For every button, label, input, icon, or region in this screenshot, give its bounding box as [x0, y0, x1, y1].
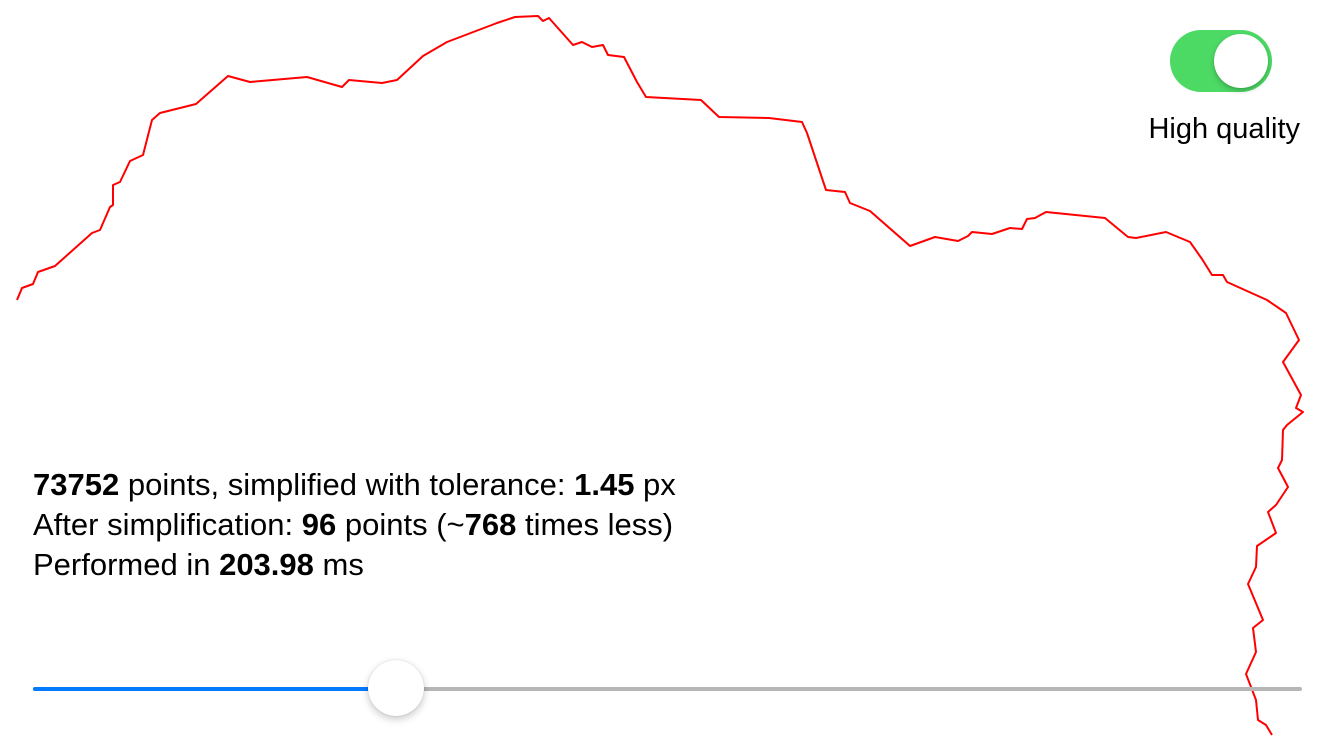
stats-line-points: 73752 points, simplified with tolerance:…: [33, 465, 676, 505]
stats-line-simplified: After simplification: 96 points (~768 ti…: [33, 505, 676, 545]
stats-line-time: Performed in 203.98 ms: [33, 545, 676, 585]
high-quality-toggle[interactable]: [1170, 30, 1272, 92]
high-quality-control: High quality: [1148, 30, 1300, 146]
simplified-path: [16, 15, 1304, 736]
stats-text: px: [634, 467, 676, 502]
stats-text: points, simplified with tolerance:: [119, 467, 575, 502]
simplified-points-count: 96: [301, 507, 337, 542]
elapsed-time: 203.98: [219, 547, 314, 582]
toggle-knob[interactable]: [1214, 34, 1268, 88]
stats-text: times less): [516, 507, 674, 542]
slider-track[interactable]: [33, 687, 1302, 691]
tolerance-value: 1.45: [574, 467, 635, 502]
stats-text: Performed in: [33, 547, 220, 582]
reduction-factor: 768: [464, 507, 517, 542]
stats-text: ms: [313, 547, 364, 582]
tolerance-slider[interactable]: [33, 658, 1302, 718]
high-quality-label: High quality: [1148, 113, 1300, 145]
stats-text: After simplification:: [33, 507, 302, 542]
slider-thumb[interactable]: [368, 660, 424, 716]
stats-panel: 73752 points, simplified with tolerance:…: [33, 465, 676, 585]
slider-fill[interactable]: [33, 687, 396, 691]
original-points-count: 73752: [33, 467, 120, 502]
stats-text: points (~: [336, 507, 465, 542]
